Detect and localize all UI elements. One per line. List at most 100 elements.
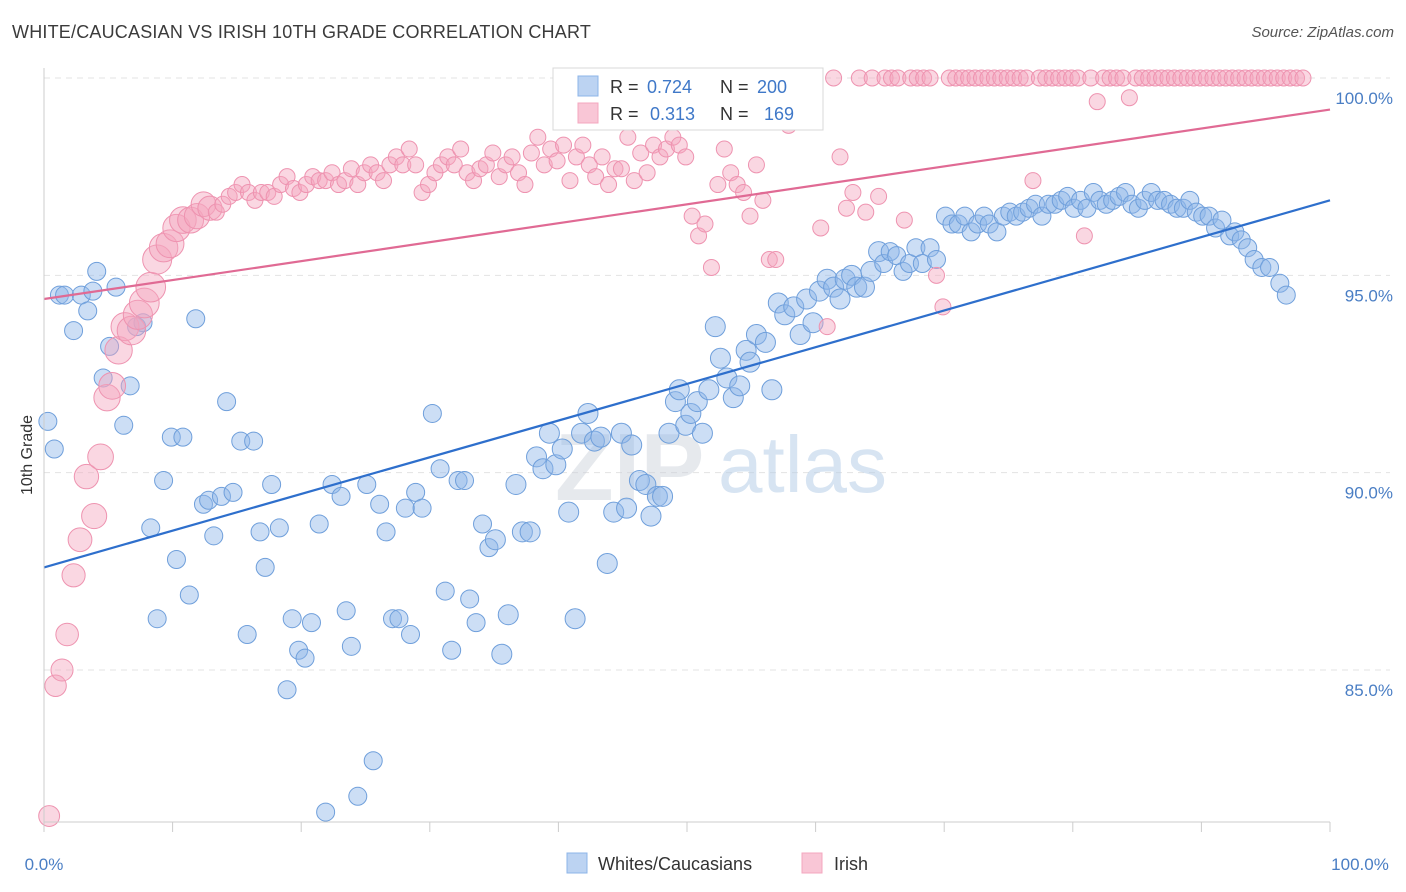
point-whites (860, 260, 882, 282)
point-irish (555, 136, 573, 154)
point-irish (1101, 69, 1119, 87)
point-whites (846, 276, 868, 298)
point-whites (166, 549, 186, 569)
point-irish (927, 266, 945, 284)
point-irish (1294, 69, 1312, 87)
point-whites (558, 501, 580, 523)
point-irish (972, 69, 990, 87)
point-irish (889, 69, 907, 87)
point-irish (876, 69, 894, 87)
point-irish (812, 219, 830, 237)
point-whites (78, 301, 98, 321)
point-irish (953, 69, 971, 87)
legend-n-value-irish: 169 (764, 104, 794, 124)
point-irish (1050, 69, 1068, 87)
point-whites (455, 471, 475, 491)
point-whites (735, 339, 757, 361)
point-whites (774, 304, 796, 326)
point-whites (1238, 238, 1258, 258)
point-whites (796, 288, 818, 310)
point-whites (331, 486, 351, 506)
point-whites (729, 375, 751, 397)
point-whites (646, 485, 668, 507)
point-whites (686, 391, 708, 413)
legend-r-label-irish: R = (610, 104, 639, 124)
point-whites (497, 604, 519, 626)
point-whites (484, 529, 506, 551)
point-whites (577, 402, 599, 424)
point-irish (979, 69, 997, 87)
point-irish (683, 207, 701, 225)
legend-n-label-irish: N = (720, 104, 749, 124)
point-whites (237, 624, 257, 644)
point-irish (1030, 69, 1048, 87)
point-irish (1230, 69, 1248, 87)
point-irish (310, 172, 328, 190)
legend-top: R = 0.724 N = 200 R = 0.313 N = 169 (552, 67, 824, 131)
legend-r-label-whites: R = (610, 77, 639, 97)
point-whites (244, 431, 264, 451)
point-whites (120, 376, 140, 396)
y-tick-label: 85.0% (1345, 681, 1393, 700)
point-whites (491, 643, 513, 665)
point-whites (1058, 186, 1078, 206)
point-irish (593, 148, 611, 166)
point-irish (850, 69, 868, 87)
point-whites (301, 613, 321, 633)
point-whites (223, 482, 243, 502)
legend-bottom-swatch-irish (801, 852, 823, 874)
chart-title: WHITE/CAUCASIAN VS IRISH 10TH GRADE CORR… (12, 22, 592, 42)
point-irish (606, 160, 624, 178)
point-irish (940, 69, 958, 87)
point-whites (680, 402, 702, 424)
point-whites (341, 636, 361, 656)
point-whites (1244, 250, 1264, 270)
point-irish (155, 229, 185, 259)
point-whites (893, 261, 913, 281)
point-whites (289, 640, 309, 660)
point-whites (532, 458, 554, 480)
point-whites (968, 214, 988, 234)
point-whites (704, 316, 726, 338)
point-irish (921, 69, 939, 87)
point-whites (179, 585, 199, 605)
point-irish (915, 69, 933, 87)
point-irish (81, 503, 108, 530)
point-irish (1288, 69, 1306, 87)
point-whites (761, 379, 783, 401)
point-irish (882, 69, 900, 87)
point-irish (445, 156, 463, 174)
point-whites (211, 486, 231, 506)
point-whites (44, 439, 64, 459)
point-whites (1193, 206, 1213, 226)
point-irish (516, 176, 534, 194)
point-irish (67, 527, 93, 553)
point-whites (829, 288, 851, 310)
point-irish (1056, 69, 1074, 87)
point-whites (282, 609, 302, 629)
legend-swatch-whites (577, 75, 599, 97)
point-irish (342, 160, 360, 178)
point-irish (895, 211, 913, 229)
point-irish (1249, 69, 1267, 87)
point-whites (853, 276, 875, 298)
x-tick-label: 0.0% (25, 855, 64, 874)
point-irish (93, 384, 121, 412)
point-irish (375, 172, 393, 190)
trend-lines (43, 108, 1331, 569)
point-irish (1204, 69, 1222, 87)
point-irish (1178, 69, 1196, 87)
point-irish (50, 658, 74, 682)
point-irish (1236, 69, 1254, 87)
watermark-atlas: atlas (718, 420, 887, 509)
point-irish (1140, 69, 1158, 87)
legend-n-label-whites: N = (720, 77, 749, 97)
point-irish (1069, 69, 1087, 87)
point-whites (466, 613, 486, 633)
point-whites (1252, 257, 1272, 277)
point-whites (473, 514, 493, 534)
y-tick-label: 90.0% (1345, 484, 1393, 503)
point-whites (1212, 210, 1232, 230)
point-whites (505, 474, 527, 496)
